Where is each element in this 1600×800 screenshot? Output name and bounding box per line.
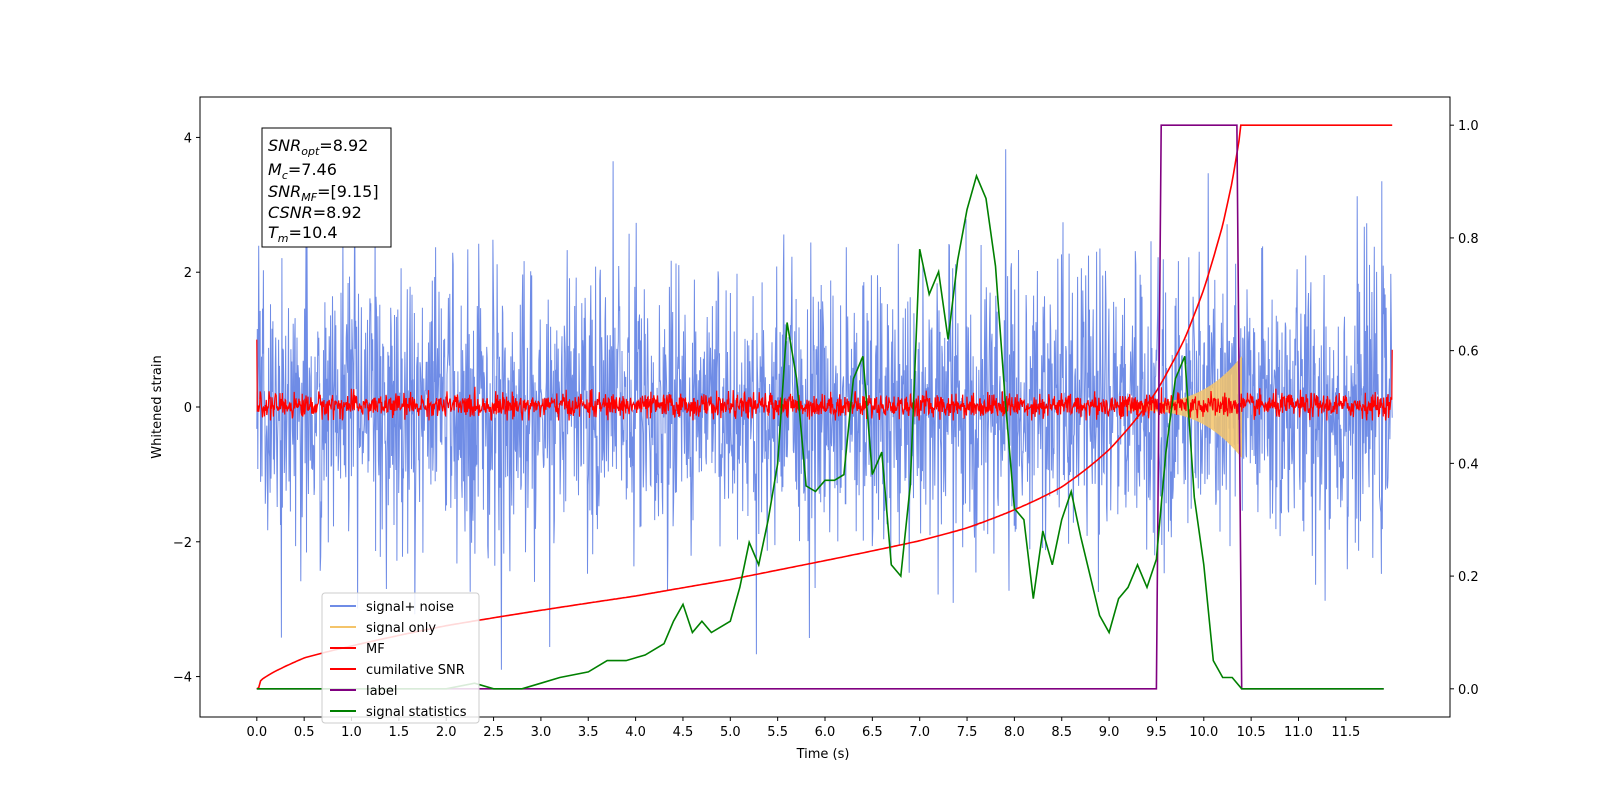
legend-label: signal only [366,621,436,636]
x-tick-label: 8.0 [1004,725,1025,740]
x-tick-label: 3.0 [531,725,552,740]
y-tick-label: −4 [173,671,192,686]
y-tick-label: 4 [184,131,192,146]
x-tick-label: 1.5 [389,725,410,740]
legend-label: cumilative SNR [366,663,465,678]
annotation-frame [261,127,392,248]
y2-tick-label: 0.8 [1458,232,1479,247]
x-tick-label: 9.5 [1146,725,1167,740]
x-tick-label: 5.0 [720,725,741,740]
ticks-layer: 0.0 0.5 1.0 1.5 2.0 2.5 3.0 3.5 4.0 4.5 5.0 5.5 6.0 6… [173,119,1479,740]
annotation-tm: Tm=10.4 [268,223,338,245]
legend-label: signal statistics [366,705,467,720]
x-tick-label: 0.5 [294,725,315,740]
x-tick-label: 11.0 [1284,725,1313,740]
x-tick-label: 7.0 [909,725,930,740]
x-tick-label: 6.5 [862,725,883,740]
x-axis-title: Time (s) [796,747,850,762]
y2-tick-label: 0.6 [1458,345,1479,360]
y2-tick-label: 0.2 [1458,570,1479,585]
y-tick-label: 0 [184,401,192,416]
series-mf [256,339,1393,421]
x-tick-label: 7.5 [957,725,978,740]
annotation-csnr: CSNR=8.92 [268,203,362,222]
y2-tick-label: 0.0 [1458,683,1479,698]
legend: signal+ noise signal only MF cumilative SNR… [321,592,480,724]
y2-tick-label: 0.4 [1458,457,1479,472]
x-tick-label: 4.0 [625,725,646,740]
x-tick-label: 2.5 [483,725,504,740]
y2-tick-label: 1.0 [1458,119,1479,134]
x-tick-label: 10.5 [1237,725,1266,740]
annotation-box: SNRopt=8.92 Mc=7.46 SNRMF=[9.15] CSNR=8.… [261,127,392,248]
series-signal-noise [256,149,1393,670]
x-tick-label: 8.5 [1051,725,1072,740]
x-tick-label: 9.0 [1099,725,1120,740]
series-signal-statistics [256,173,1384,690]
legend-frame [321,592,480,724]
x-tick-label: 2.0 [436,725,457,740]
x-tick-label: 6.0 [815,725,836,740]
x-tick-label: 11.5 [1331,725,1360,740]
annotation-snr-mf: SNRMF=[9.15] [268,182,379,204]
x-tick-label: 1.0 [341,725,362,740]
annotation-chirp-mass: Mc=7.46 [268,160,337,182]
legend-label: label [366,684,397,699]
x-tick-label: 3.5 [578,725,599,740]
x-tick-label: 0.0 [246,725,267,740]
y-axis-title: Whitened strain [150,355,165,458]
legend-label: signal+ noise [366,600,454,615]
y-tick-label: 2 [184,266,192,281]
x-tick-label: 5.5 [767,725,788,740]
legend-label: MF [366,642,385,657]
annotation-snr-opt: SNRopt=8.92 [268,136,368,158]
x-tick-label: 4.5 [673,725,694,740]
x-tick-label: 10.0 [1189,725,1218,740]
y-tick-label: −2 [173,536,192,551]
